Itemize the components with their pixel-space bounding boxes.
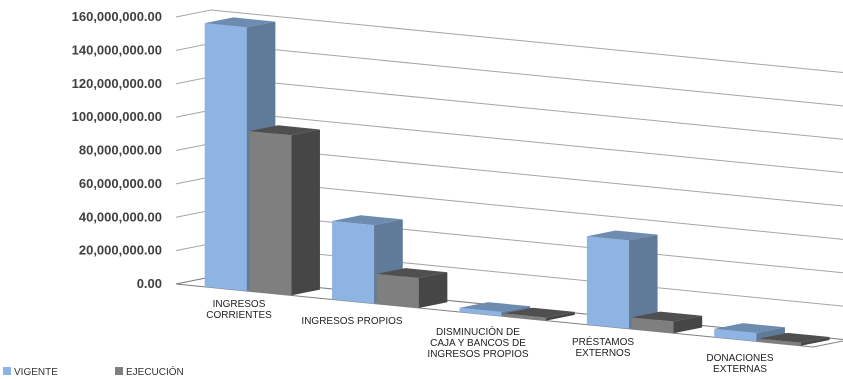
gridline bbox=[175, 42, 843, 107]
bar-top bbox=[586, 230, 658, 241]
bar bbox=[758, 332, 830, 346]
bar-front bbox=[504, 313, 547, 321]
bar-side bbox=[628, 234, 658, 329]
bar-front bbox=[758, 338, 801, 346]
bar-top bbox=[631, 311, 703, 322]
bar-front bbox=[332, 221, 375, 304]
bar-side bbox=[546, 311, 575, 321]
y-tick-label: 160,000,000.00 bbox=[72, 9, 162, 24]
legend-swatch bbox=[3, 367, 11, 375]
bar bbox=[504, 307, 575, 321]
y-tick-label: 60,000,000.00 bbox=[79, 176, 162, 191]
bar-top bbox=[332, 215, 403, 226]
y-tick-label: 40,000,000.00 bbox=[79, 209, 162, 224]
bar-front bbox=[376, 273, 419, 308]
bar-top bbox=[204, 17, 276, 28]
x-tick-label: INGRESOS CORRIENTES bbox=[206, 299, 272, 321]
y-tick-label: 120,000,000.00 bbox=[72, 76, 162, 91]
legend-item: EJECUCIÓN bbox=[115, 365, 184, 378]
bar-front bbox=[459, 307, 502, 317]
bar-side bbox=[673, 315, 703, 334]
x-tick-label: DISMINUCIÓN DE CAJA Y BANCOS DE INGRESOS P… bbox=[427, 325, 528, 360]
legend-swatch bbox=[115, 367, 123, 375]
y-tick-label: 20,000,000.00 bbox=[79, 243, 162, 258]
y-tick-label: 140,000,000.00 bbox=[72, 42, 162, 57]
bar-front bbox=[249, 131, 292, 296]
bar-top bbox=[249, 125, 320, 136]
bar bbox=[586, 230, 658, 329]
y-tick-label: 80,000,000.00 bbox=[79, 143, 162, 158]
bar-side bbox=[291, 129, 320, 296]
x-tick-label: INGRESOS PROPIOS bbox=[301, 316, 402, 327]
bar-front bbox=[714, 328, 757, 342]
bar-top bbox=[376, 268, 448, 278]
bar-front bbox=[586, 236, 629, 329]
y-tick-label: 100,000,000.00 bbox=[72, 109, 162, 124]
x-tick-label: DONACIONES EXTERNAS bbox=[706, 353, 774, 375]
bar-side bbox=[800, 337, 830, 346]
legend-label: EJECUCIÓN bbox=[126, 365, 184, 378]
bar-front bbox=[631, 317, 674, 334]
x-tick-label: PRÉSTAMOS EXTERNOS bbox=[572, 335, 634, 359]
bar-top bbox=[714, 323, 785, 334]
bar-side bbox=[418, 272, 448, 308]
bar-front bbox=[204, 23, 247, 291]
bar-top bbox=[504, 307, 575, 318]
legend-label: VIGENTE bbox=[14, 367, 58, 378]
bar bbox=[376, 268, 448, 308]
bar bbox=[249, 125, 320, 296]
legend-item: VIGENTE bbox=[3, 367, 58, 378]
bar bbox=[631, 311, 703, 334]
bar-top bbox=[758, 332, 830, 343]
y-tick-label: 0.00 bbox=[137, 276, 162, 291]
bar-top bbox=[459, 302, 531, 313]
gridline bbox=[175, 9, 843, 74]
